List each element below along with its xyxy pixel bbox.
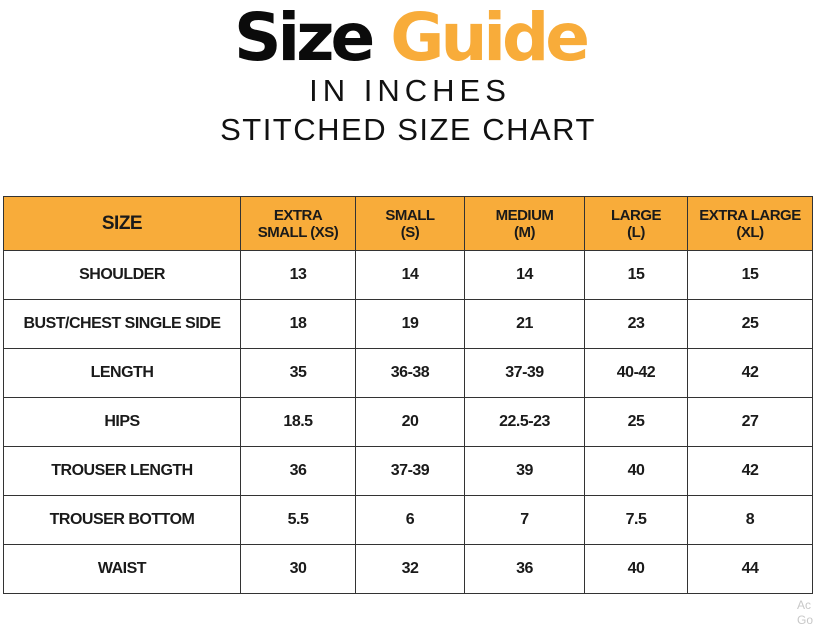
header-line: MEDIUM [495, 206, 554, 224]
title-guide-word: Guide [390, 0, 590, 76]
row-label: HIPS [3, 397, 241, 447]
table-cell: 40 [584, 544, 688, 594]
table-cell: 36 [240, 446, 356, 496]
table-cell: 15 [584, 250, 688, 300]
table-cell: 7 [464, 495, 585, 545]
table-cell: 19 [355, 299, 465, 349]
table-cell: 22.5-23 [464, 397, 585, 447]
header-cell-size: SIZE [3, 196, 241, 251]
header-cell-s: SMALL (S) [355, 196, 465, 251]
header-line: SMALL [385, 206, 435, 224]
table-header-row: SIZE EXTRA SMALL (XS) SMALL (S) MEDIUM (… [3, 196, 813, 251]
table-cell: 20 [355, 397, 465, 447]
table-cell: 37-39 [464, 348, 585, 398]
page-title: Size Guide [0, 0, 820, 76]
table-cell: 18.5 [240, 397, 356, 447]
row-label: LENGTH [3, 348, 241, 398]
table-cell: 14 [355, 250, 465, 300]
table-cell: 40-42 [584, 348, 688, 398]
title-size-word: Size [233, 0, 375, 76]
table-cell: 23 [584, 299, 688, 349]
table-row: TROUSER BOTTOM 5.5 6 7 7.5 8 [3, 495, 813, 545]
header-line: (L) [627, 223, 645, 241]
table-cell: 8 [687, 495, 813, 545]
chart-subtitle: STITCHED SIZE CHART [220, 112, 596, 147]
header-line: (S) [400, 223, 420, 241]
table-row: BUST/CHEST SINGLE SIDE 18 19 21 23 25 [3, 299, 813, 349]
table-cell: 7.5 [584, 495, 688, 545]
table-row: HIPS 18.5 20 22.5-23 25 27 [3, 397, 813, 447]
table-cell: 30 [240, 544, 356, 594]
size-chart-table: SIZE EXTRA SMALL (XS) SMALL (S) MEDIUM (… [3, 196, 813, 594]
table-cell: 18 [240, 299, 356, 349]
row-label: SHOULDER [3, 250, 241, 300]
row-label: BUST/CHEST SINGLE SIDE [3, 299, 241, 349]
table-cell: 21 [464, 299, 585, 349]
header-cell-xl: EXTRA LARGE (XL) [687, 196, 813, 251]
table-row: SHOULDER 13 14 14 15 15 [3, 250, 813, 300]
watermark-line: Ac [797, 598, 812, 612]
units-subtitle: IN INCHES [309, 73, 511, 108]
header-line: (M) [514, 223, 536, 241]
table-cell: 5.5 [240, 495, 356, 545]
table-cell: 44 [687, 544, 813, 594]
table-cell: 37-39 [355, 446, 465, 496]
header-line: (XL) [736, 223, 764, 241]
table-cell: 15 [687, 250, 813, 300]
table-cell: 36-38 [355, 348, 465, 398]
table-cell: 39 [464, 446, 585, 496]
row-label: WAIST [3, 544, 241, 594]
table-cell: 36 [464, 544, 585, 594]
table-cell: 35 [240, 348, 356, 398]
header-line: EXTRA [273, 206, 323, 224]
table-cell: 14 [464, 250, 585, 300]
activation-watermark: Ac Go [797, 598, 813, 628]
table-cell: 25 [584, 397, 688, 447]
table-cell: 32 [355, 544, 465, 594]
header-cell-xs: EXTRA SMALL (XS) [240, 196, 356, 251]
row-label: TROUSER BOTTOM [3, 495, 241, 545]
table-cell: 40 [584, 446, 688, 496]
table-row: WAIST 30 32 36 40 44 [3, 544, 813, 594]
table-row: LENGTH 35 36-38 37-39 40-42 42 [3, 348, 813, 398]
header-line: EXTRA LARGE [699, 206, 801, 224]
watermark-line: Go [797, 613, 814, 627]
table-cell: 25 [687, 299, 813, 349]
table-cell: 42 [687, 446, 813, 496]
table-cell: 13 [240, 250, 356, 300]
row-label: TROUSER LENGTH [3, 446, 241, 496]
table-cell: 27 [687, 397, 813, 447]
header-cell-l: LARGE (L) [584, 196, 688, 251]
header-cell-m: MEDIUM (M) [464, 196, 585, 251]
header-line: LARGE [611, 206, 662, 224]
header-line: SMALL (XS) [257, 223, 339, 241]
table-row: TROUSER LENGTH 36 37-39 39 40 42 [3, 446, 813, 496]
table-cell: 6 [355, 495, 465, 545]
table-cell: 42 [687, 348, 813, 398]
